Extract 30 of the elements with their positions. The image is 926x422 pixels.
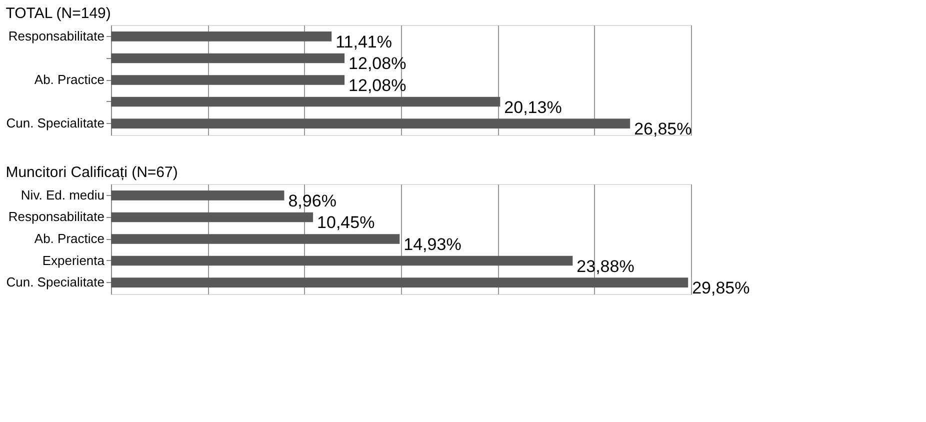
bar <box>111 118 630 128</box>
bar <box>111 53 345 64</box>
bar <box>111 278 688 288</box>
data-label: 12,08% <box>348 76 406 95</box>
y-tick-label: Cun. Specialitate <box>6 116 104 131</box>
data-label: 8,96% <box>288 191 336 210</box>
data-label: 23,88% <box>576 256 634 276</box>
data-label: 12,08% <box>348 54 406 74</box>
y-tick-label: Experienta <box>42 252 106 268</box>
bar <box>111 190 284 200</box>
y-tick-label: Responsabilitate <box>8 28 104 44</box>
data-label: 29,85% <box>692 278 750 298</box>
chart-title: Muncitori Calificați (N=67) <box>6 164 178 181</box>
y-tick-label: Responsabilitate <box>8 209 104 224</box>
chart-title: TOTAL (N=149) <box>6 5 111 22</box>
data-label: 14,93% <box>404 235 462 254</box>
y-tick-label: Ab. Practice <box>34 231 104 246</box>
y-tick-label: Ab. Practice <box>34 72 104 87</box>
bar <box>111 32 332 42</box>
data-label: 10,45% <box>317 213 375 232</box>
bar <box>111 75 345 85</box>
y-tick-label: Niv. Ed. mediu <box>20 187 104 202</box>
y-tick-label: Cun. Specialitate <box>6 274 104 290</box>
bar <box>111 234 400 244</box>
bar <box>111 96 500 107</box>
bar <box>111 256 573 266</box>
bar <box>111 212 314 222</box>
data-label: 26,85% <box>634 120 692 139</box>
data-label: 20,13% <box>504 98 562 117</box>
data-label: 11,41% <box>336 32 392 52</box>
